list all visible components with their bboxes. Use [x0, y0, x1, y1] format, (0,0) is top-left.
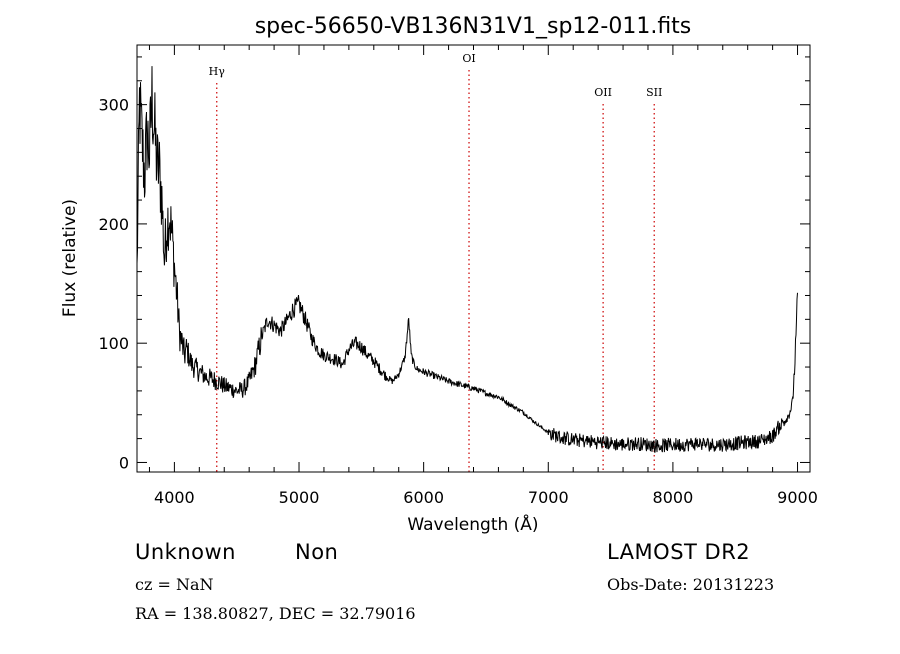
chart-title: spec-56650-VB136N31V1_sp12-011.fits: [255, 14, 692, 39]
annotation-label: OII: [594, 86, 612, 99]
x-tick-label: 9000: [777, 488, 818, 507]
x-tick-label: 8000: [653, 488, 694, 507]
plot-frame: [136, 44, 811, 473]
annotation-label: SII: [646, 86, 662, 99]
obs-date-label: Obs-Date: 20131223: [607, 575, 775, 594]
x-tick-label: 5000: [279, 488, 320, 507]
annotation-label: Hγ: [209, 65, 226, 78]
annotation-label: OI: [462, 52, 475, 65]
spectrum-line: [136, 66, 798, 453]
classification-label: Unknown: [135, 540, 236, 564]
line-annotations: Hγ OI OII SII: [209, 52, 662, 472]
y-axis-label: Flux (relative): [60, 199, 80, 317]
survey-label: LAMOST DR2: [607, 540, 751, 564]
x-axis-label: Wavelength (Å): [407, 513, 538, 535]
x-tick-label: 4000: [154, 488, 195, 507]
y-tick-label: 300: [98, 96, 129, 115]
y-tick-label: 200: [98, 215, 129, 234]
coordinates-label: RA = 138.80827, DEC = 32.79016: [135, 604, 416, 623]
y-axis: 0 100 200 300: [98, 56, 810, 472]
x-axis: 4000 5000 6000 7000 8000 9000: [148, 45, 818, 507]
y-tick-label: 100: [98, 334, 129, 353]
y-tick-label: 0: [119, 453, 129, 472]
spectrum-trace: [136, 66, 798, 453]
x-tick-label: 7000: [528, 488, 569, 507]
redshift-label: cz = NaN: [135, 575, 214, 594]
x-tick-label: 6000: [403, 488, 444, 507]
subclass-label: Non: [295, 540, 339, 564]
